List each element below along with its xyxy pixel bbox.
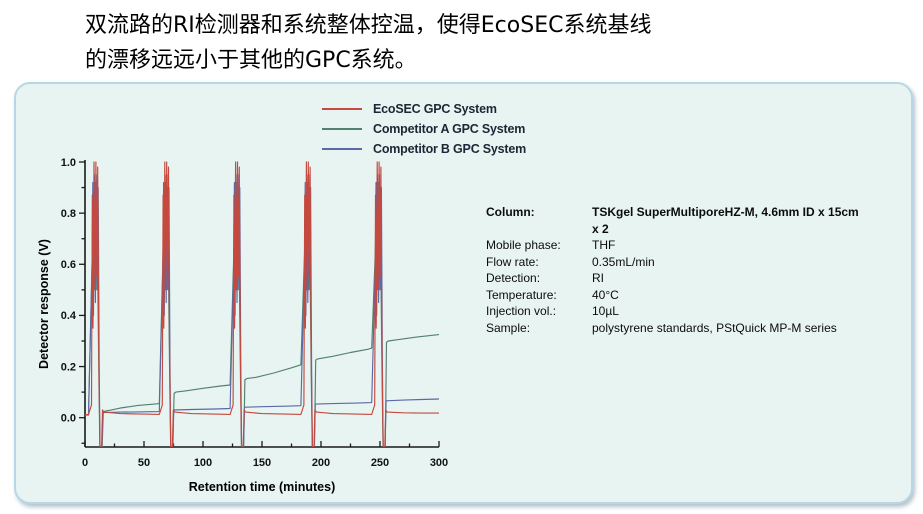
- y-tick-label: 0.8: [61, 208, 76, 220]
- intro-text: 双流路的RI检测器和系统整体控温，使得EcoSEC系统基线 的漂移远远小于其他的…: [85, 8, 651, 78]
- condition-value: TSKgel SuperMultiporeHZ-M, 4.6mm ID x 15…: [592, 205, 859, 236]
- condition-label: Temperature:: [486, 287, 557, 302]
- condition-label: Flow rate:: [486, 254, 539, 269]
- series-line-ecosec: [84, 161, 439, 447]
- x-tick-label: 100: [194, 457, 212, 469]
- x-tick-label: 50: [138, 457, 150, 469]
- x-tick-label: 150: [253, 457, 271, 469]
- condition-label: Mobile phase:: [486, 238, 561, 252]
- legend-label: Competitor A GPC System: [373, 122, 526, 136]
- condition-value: RI: [592, 271, 604, 285]
- condition-value: 40°C: [592, 287, 619, 302]
- intro-line-1: 双流路的RI检测器和系统整体控温，使得EcoSEC系统基线: [85, 13, 652, 38]
- y-tick-label: 0.4: [61, 310, 77, 322]
- y-axis-label: Detector response (V): [37, 239, 51, 369]
- x-tick-label: 250: [371, 457, 389, 469]
- condition-value: THF: [592, 238, 616, 252]
- legend-label: EcoSEC GPC System: [373, 102, 497, 116]
- condition-value: 0.35mL/min: [592, 254, 655, 269]
- condition-label: Injection vol.:: [486, 304, 557, 318]
- condition-label: Column:: [486, 205, 535, 219]
- y-tick-label: 0.6: [61, 259, 76, 271]
- condition-value: polystyrene standards, PStQuick MP-M ser…: [592, 320, 837, 335]
- chart-panel: 0.0 0.2 0.4 0.6 0.8 1.0 0 50 100 150 200 250 300 Det…: [14, 82, 913, 504]
- legend-label: Competitor B GPC System: [373, 142, 527, 156]
- intro-line-2: 的漂移远远小于其他的GPC系统。: [85, 48, 417, 73]
- series-lines: [84, 161, 440, 447]
- conditions-table: Column: TSKgel SuperMultiporeHZ-M, 4.6mm …: [486, 204, 906, 336]
- x-tick-label: 200: [312, 457, 330, 469]
- chart-legend: EcoSEC GPC System Competitor A GPC System…: [322, 99, 526, 159]
- y-tick-label: 1.0: [61, 157, 76, 169]
- condition-value: 10µL: [592, 304, 619, 318]
- legend-line-swatch: [322, 148, 362, 150]
- legend-item-competitor-b: Competitor B GPC System: [322, 139, 526, 159]
- x-tick-label: 0: [82, 457, 88, 469]
- chromatogram-chart: 0.0 0.2 0.4 0.6 0.8 1.0 0 50 100 150 200 250 300 Det…: [37, 157, 448, 494]
- x-tick-label: 300: [430, 457, 448, 469]
- axes: 0.0 0.2 0.4 0.6 0.8 1.0 0 50 100 150 200 250 300: [61, 157, 448, 469]
- y-tick-label: 0.0: [61, 413, 76, 425]
- condition-label: Sample:: [486, 320, 531, 335]
- x-axis-label: Retention time (minutes): [189, 480, 336, 494]
- y-tick-label: 0.2: [61, 361, 76, 373]
- legend-line-swatch: [322, 128, 362, 130]
- condition-label: Detection:: [486, 271, 541, 285]
- legend-line-swatch: [322, 108, 362, 110]
- legend-item-ecosec: EcoSEC GPC System: [322, 99, 526, 119]
- legend-item-competitor-a: Competitor A GPC System: [322, 119, 526, 139]
